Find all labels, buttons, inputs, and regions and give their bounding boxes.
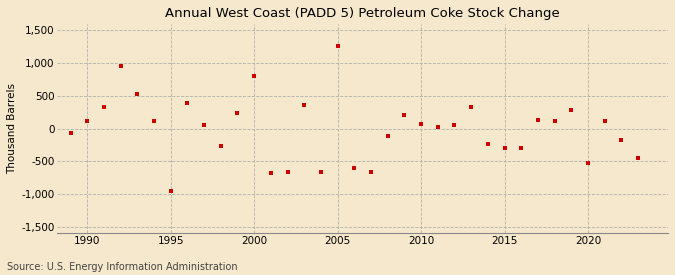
Point: [82, 119, 92, 123]
Point: [366, 170, 377, 175]
Y-axis label: Thousand Barrels: Thousand Barrels: [7, 83, 17, 174]
Point: [265, 171, 276, 175]
Point: [416, 122, 427, 126]
Point: [282, 170, 293, 175]
Point: [433, 125, 443, 130]
Point: [483, 141, 493, 146]
Point: [198, 123, 209, 128]
Point: [632, 156, 643, 160]
Title: Annual West Coast (PADD 5) Petroleum Coke Stock Change: Annual West Coast (PADD 5) Petroleum Cok…: [165, 7, 560, 20]
Point: [132, 92, 143, 96]
Point: [466, 105, 477, 109]
Point: [533, 118, 543, 122]
Point: [566, 108, 576, 112]
Point: [399, 113, 410, 118]
Point: [332, 44, 343, 48]
Point: [65, 131, 76, 136]
Point: [299, 103, 310, 107]
Point: [99, 105, 109, 109]
Point: [215, 143, 226, 148]
Point: [148, 119, 159, 123]
Point: [499, 145, 510, 150]
Point: [349, 166, 360, 170]
Point: [516, 146, 526, 150]
Point: [115, 64, 126, 68]
Point: [382, 134, 393, 138]
Point: [182, 101, 193, 105]
Point: [583, 161, 593, 166]
Text: Source: U.S. Energy Information Administration: Source: U.S. Energy Information Administ…: [7, 262, 238, 272]
Point: [449, 123, 460, 128]
Point: [549, 119, 560, 123]
Point: [232, 111, 243, 115]
Point: [599, 119, 610, 123]
Point: [165, 189, 176, 193]
Point: [249, 74, 260, 78]
Point: [616, 138, 626, 142]
Point: [315, 170, 326, 175]
